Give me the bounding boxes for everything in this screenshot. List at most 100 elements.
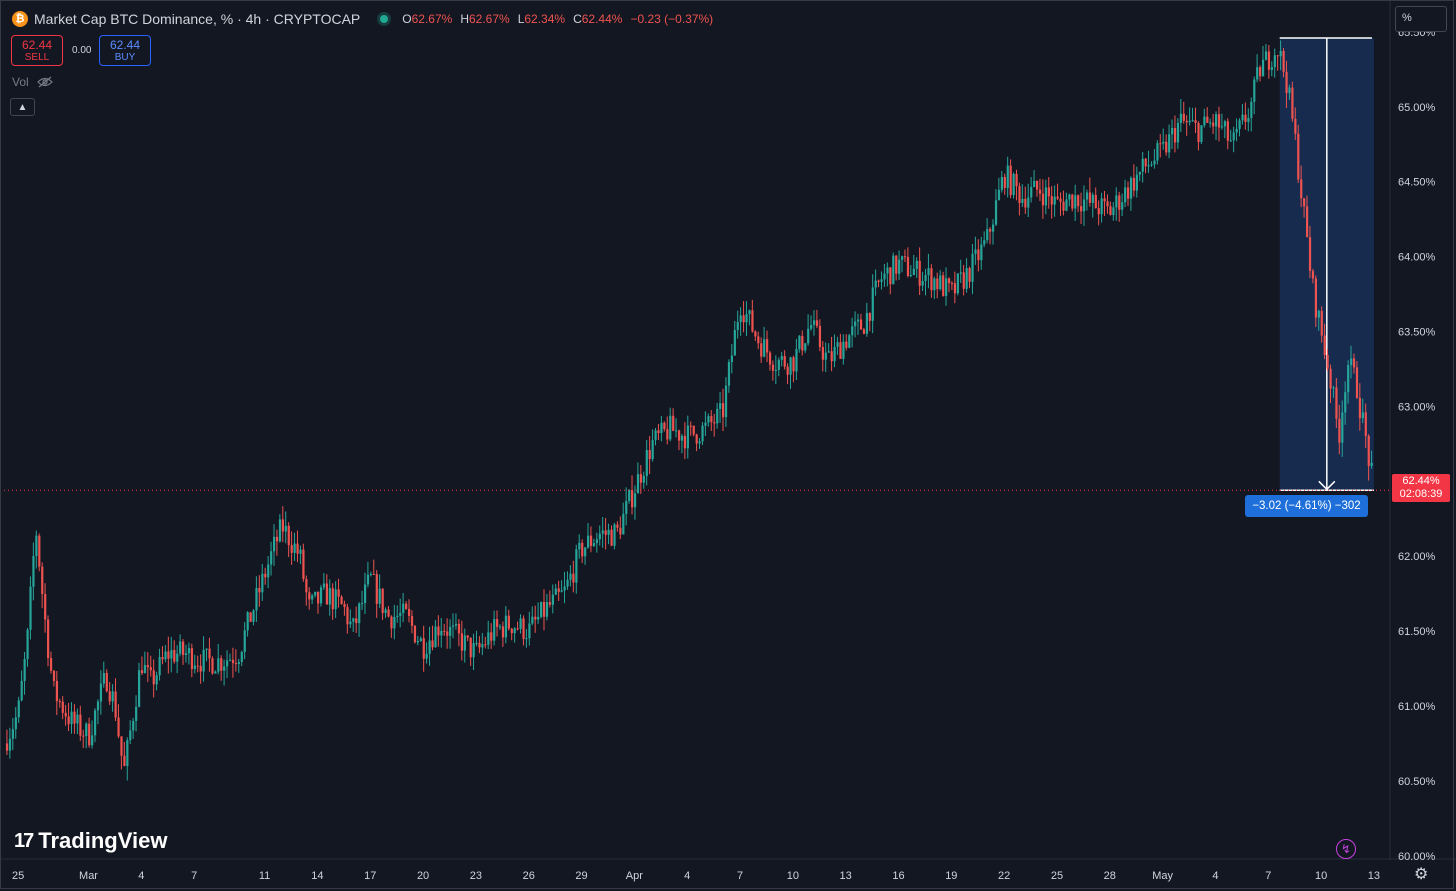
scale-mode-toggle[interactable]: % [1395, 6, 1447, 32]
candle-body [355, 618, 358, 624]
candle-body [1173, 128, 1177, 143]
candle-body [1121, 202, 1124, 210]
candle-body [287, 525, 290, 546]
candle-body [1247, 118, 1250, 122]
gear-icon[interactable]: ⚙ [1414, 866, 1429, 883]
candle-body [892, 255, 895, 285]
candle-body [1223, 121, 1227, 127]
candle-body [82, 735, 85, 737]
candle-body [1241, 114, 1244, 121]
candle-body [695, 434, 698, 444]
candle-body [648, 450, 651, 460]
lightning-icon[interactable]: ↯ [1336, 839, 1356, 859]
candle-body [252, 610, 255, 622]
candle-body [1209, 122, 1212, 124]
candle-body [167, 651, 170, 659]
candle-body [572, 573, 575, 583]
candle-body [108, 691, 111, 702]
candle-body [299, 549, 302, 554]
time-tick-label: 25 [12, 870, 24, 882]
candle-body [190, 648, 194, 670]
symbol-title[interactable]: Market Cap BTC Dominance, % · 4h · CRYPT… [34, 11, 361, 27]
candle-body [466, 635, 469, 638]
candle-body [1332, 387, 1335, 389]
eye-hidden-icon[interactable] [36, 76, 53, 88]
candle-body [228, 659, 232, 661]
candle-body [413, 625, 417, 643]
candle-body [971, 253, 974, 282]
candle-body [41, 566, 44, 595]
candle-body [595, 539, 599, 544]
candle-body [32, 556, 35, 587]
candle-body [768, 352, 772, 365]
candle-body [947, 278, 951, 284]
ohlc-open: O62.67% [402, 12, 453, 26]
time-tick-label: 22 [998, 870, 1010, 882]
price-axis[interactable]: 65.50%65.00%64.50%64.00%63.50%63.00%62.5… [1398, 27, 1436, 863]
candle-body [1082, 199, 1086, 212]
candle-body [1350, 358, 1353, 366]
candle-body [416, 641, 419, 643]
time-axis[interactable]: 25 Mar 4 7 11 14 17 20 23 26 29 Apr 4 7 10 13 16 19 22 25 28… [12, 870, 1380, 882]
candle-body [1015, 173, 1018, 187]
time-tick-label: 7 [737, 870, 743, 882]
tradingview-logo[interactable]: 17 TradingView [14, 828, 167, 854]
candle-body [513, 628, 516, 634]
candle-body [1182, 113, 1185, 121]
price-tick-label: 60.00% [1398, 851, 1436, 863]
candle-body [217, 658, 220, 672]
candle-body [801, 335, 804, 351]
candle-body [67, 716, 70, 725]
candle-body [636, 474, 640, 494]
candle-body [472, 643, 475, 658]
candle-body [792, 357, 795, 372]
candle-body [807, 328, 810, 344]
candle-body [827, 351, 830, 353]
candle-body [716, 408, 719, 424]
candle-body [52, 670, 56, 681]
candle-body [1129, 177, 1133, 199]
volume-indicator-legend[interactable]: Vol [12, 75, 53, 89]
candle-body [1041, 193, 1045, 206]
candle-body [202, 649, 205, 672]
candle-body [88, 723, 91, 746]
candle-body [399, 613, 402, 616]
candle-body [1285, 71, 1288, 94]
candle-body [99, 683, 103, 702]
candle-body [654, 430, 657, 441]
candle-body [493, 619, 496, 641]
candle-body [1361, 412, 1364, 419]
candle-body [1021, 198, 1024, 203]
candle-body [484, 644, 487, 646]
candle-body [821, 347, 824, 360]
candle-body [1144, 158, 1147, 167]
sell-button[interactable]: 62.44 SELL [11, 35, 63, 66]
candle-body [1341, 412, 1344, 443]
candle-body [1253, 79, 1256, 102]
candle-body [522, 618, 525, 640]
candle-body [854, 321, 857, 327]
candle-body [311, 595, 314, 600]
candle-body [883, 273, 886, 280]
candle-body [930, 268, 933, 291]
candle-body [962, 272, 965, 289]
candle-body [143, 664, 147, 674]
candle-body [1109, 206, 1112, 216]
market-status-icon[interactable] [380, 15, 389, 23]
candle-body [20, 680, 23, 701]
buy-button[interactable]: 62.44 BUY [99, 35, 151, 66]
candle-body [754, 331, 757, 337]
candle-body [587, 535, 590, 548]
candle-body [1094, 194, 1097, 209]
candle-body [534, 616, 537, 620]
collapse-legend-button[interactable]: ▲ [10, 98, 35, 116]
candle-body [1303, 198, 1306, 207]
symbol-header[interactable]: ₿ Market Cap BTC Dominance, % · 4h · CRY… [12, 9, 721, 29]
candle-body [240, 651, 243, 662]
measure-label[interactable]: −3.02 (−4.61%) −302 [1245, 495, 1368, 517]
candle-body [1080, 206, 1083, 212]
candle-body [903, 256, 907, 258]
candle-body [114, 691, 117, 718]
candle-body [915, 260, 918, 269]
